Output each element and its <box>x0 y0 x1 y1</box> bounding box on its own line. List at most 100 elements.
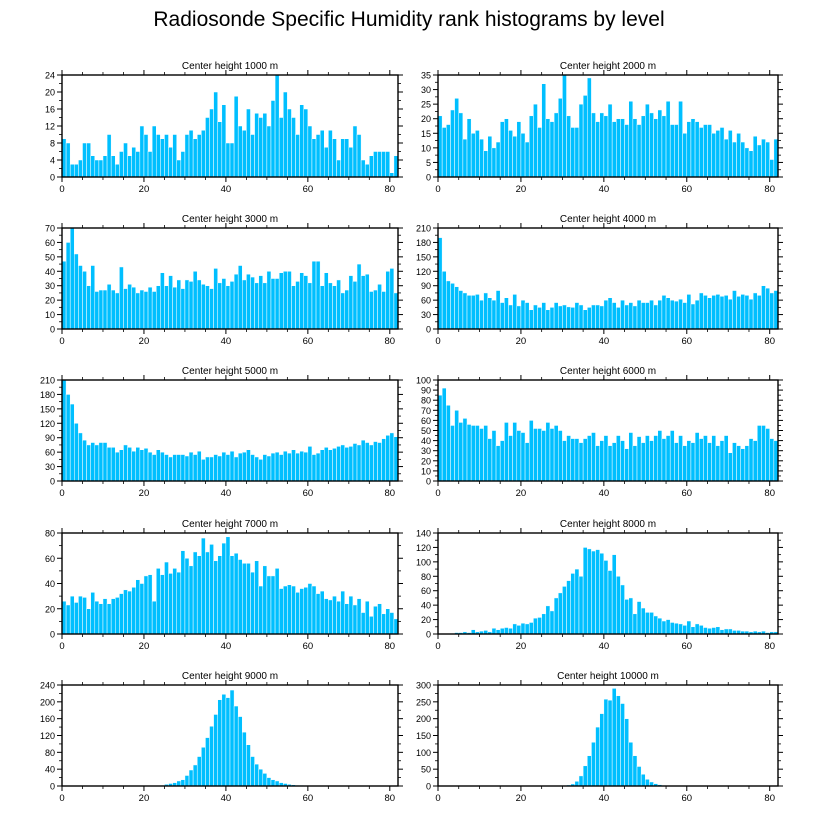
histogram-bar <box>69 403 75 482</box>
y-tick-label: 210 <box>40 376 55 386</box>
histogram-bar <box>205 285 210 330</box>
histogram-bar <box>336 446 341 482</box>
histogram-bar <box>266 777 272 787</box>
histogram-bar <box>524 442 530 482</box>
histogram-bar <box>611 121 617 178</box>
histogram-bar <box>98 603 104 635</box>
x-tick-label: 40 <box>599 793 610 804</box>
histogram-bar <box>209 544 214 635</box>
y-tick-label: 0 <box>426 173 431 183</box>
histogram-bar <box>184 558 190 635</box>
chart-title: Radiosonde Specific Humidity rank histog… <box>153 8 665 31</box>
histogram-bar <box>740 294 746 330</box>
x-tick-label: 80 <box>385 184 396 195</box>
histogram-bar <box>674 622 679 635</box>
histogram-bar <box>719 440 725 482</box>
x-tick-label: 60 <box>681 488 692 499</box>
histogram-bar <box>553 302 559 330</box>
histogram-bar <box>82 439 87 482</box>
histogram-bar <box>328 449 333 482</box>
histogram-bar <box>344 447 350 482</box>
histogram-bar <box>233 96 239 178</box>
panel-title: Center height 1000 m <box>182 61 278 72</box>
histogram-bar <box>458 422 464 482</box>
histogram-bar <box>574 438 580 482</box>
y-tick-label: 120 <box>416 267 431 277</box>
histogram-bar <box>607 445 613 482</box>
histogram-bar <box>566 306 571 330</box>
histogram-bar <box>328 599 333 635</box>
histogram-bar <box>246 449 251 482</box>
histogram-bar <box>176 159 182 178</box>
histogram-bar <box>740 448 746 482</box>
histogram-bar <box>491 147 497 178</box>
histogram-bar <box>653 118 659 178</box>
histogram-bar <box>483 425 489 482</box>
histogram-bar <box>106 134 112 178</box>
histogram-bar <box>69 227 75 330</box>
x-tick-label: 80 <box>385 488 396 499</box>
histogram-bar <box>369 444 374 482</box>
histogram-bar <box>307 125 313 178</box>
histogram-bar <box>78 265 83 330</box>
histogram-bar <box>188 130 194 178</box>
histogram-bar <box>172 568 177 635</box>
histogram-bar <box>217 455 223 482</box>
histogram-bar <box>385 608 391 635</box>
histogram-bar <box>578 103 584 178</box>
histogram-bar <box>102 289 108 330</box>
histogram-bar <box>385 435 391 482</box>
histogram-bar <box>315 134 321 178</box>
histogram-bar <box>110 598 116 635</box>
histogram-bar <box>160 138 165 178</box>
histogram-bar <box>524 623 530 635</box>
histogram-bar <box>180 779 186 787</box>
histogram-bar <box>250 756 255 787</box>
histogram-bar <box>611 442 617 482</box>
histogram-bar <box>723 295 729 330</box>
histogram-bar <box>620 584 625 635</box>
histogram-bar <box>323 447 329 482</box>
histogram-bar <box>356 598 362 635</box>
histogram-bar <box>537 127 542 178</box>
histogram-bar <box>328 130 333 178</box>
x-tick-label: 60 <box>681 641 692 652</box>
histogram-bar <box>184 775 190 787</box>
histogram-bar <box>591 112 596 178</box>
histogram-bar <box>229 689 235 787</box>
histogram-bar <box>115 597 120 635</box>
histogram-bar <box>483 292 489 330</box>
y-tick-label: 50 <box>45 252 55 262</box>
histogram-bar <box>303 587 309 635</box>
histogram-bar <box>669 622 675 635</box>
histogram-bar <box>352 125 358 178</box>
histogram-bar <box>86 608 91 635</box>
histogram-bar <box>131 587 137 635</box>
histogram-bar <box>562 586 567 635</box>
histogram-panel: Center height 2000 m 0 20 40 60 80 0 5 10 15 20 25 3… <box>421 61 783 195</box>
histogram-bar <box>607 570 613 635</box>
histogram-bar <box>765 287 770 330</box>
histogram-bar <box>736 445 741 482</box>
histogram-bar <box>661 295 667 330</box>
histogram-bar <box>143 575 149 635</box>
histogram-bar <box>686 294 692 330</box>
histogram-bar <box>151 600 157 635</box>
histogram-bar <box>645 435 650 482</box>
x-tick-label: 80 <box>385 641 396 652</box>
panel-title: Center height 2000 m <box>560 61 656 72</box>
histogram-bar <box>591 304 596 330</box>
y-tick-label: 150 <box>416 252 431 262</box>
histogram-panel: Center height 7000 m 0 20 40 60 80 0 20 40 60 80 <box>45 519 403 652</box>
y-tick-label: 300 <box>416 681 431 691</box>
histogram-bar <box>711 295 717 330</box>
histogram-bar <box>86 285 91 330</box>
histogram-bar <box>587 77 592 178</box>
histogram-bar <box>499 440 505 482</box>
histogram-bar <box>516 121 522 178</box>
histogram-bar <box>682 625 688 635</box>
histogram-bar <box>258 459 264 482</box>
x-tick-label: 20 <box>516 184 527 195</box>
histogram-bar <box>188 451 194 482</box>
histogram-bar <box>233 273 239 330</box>
